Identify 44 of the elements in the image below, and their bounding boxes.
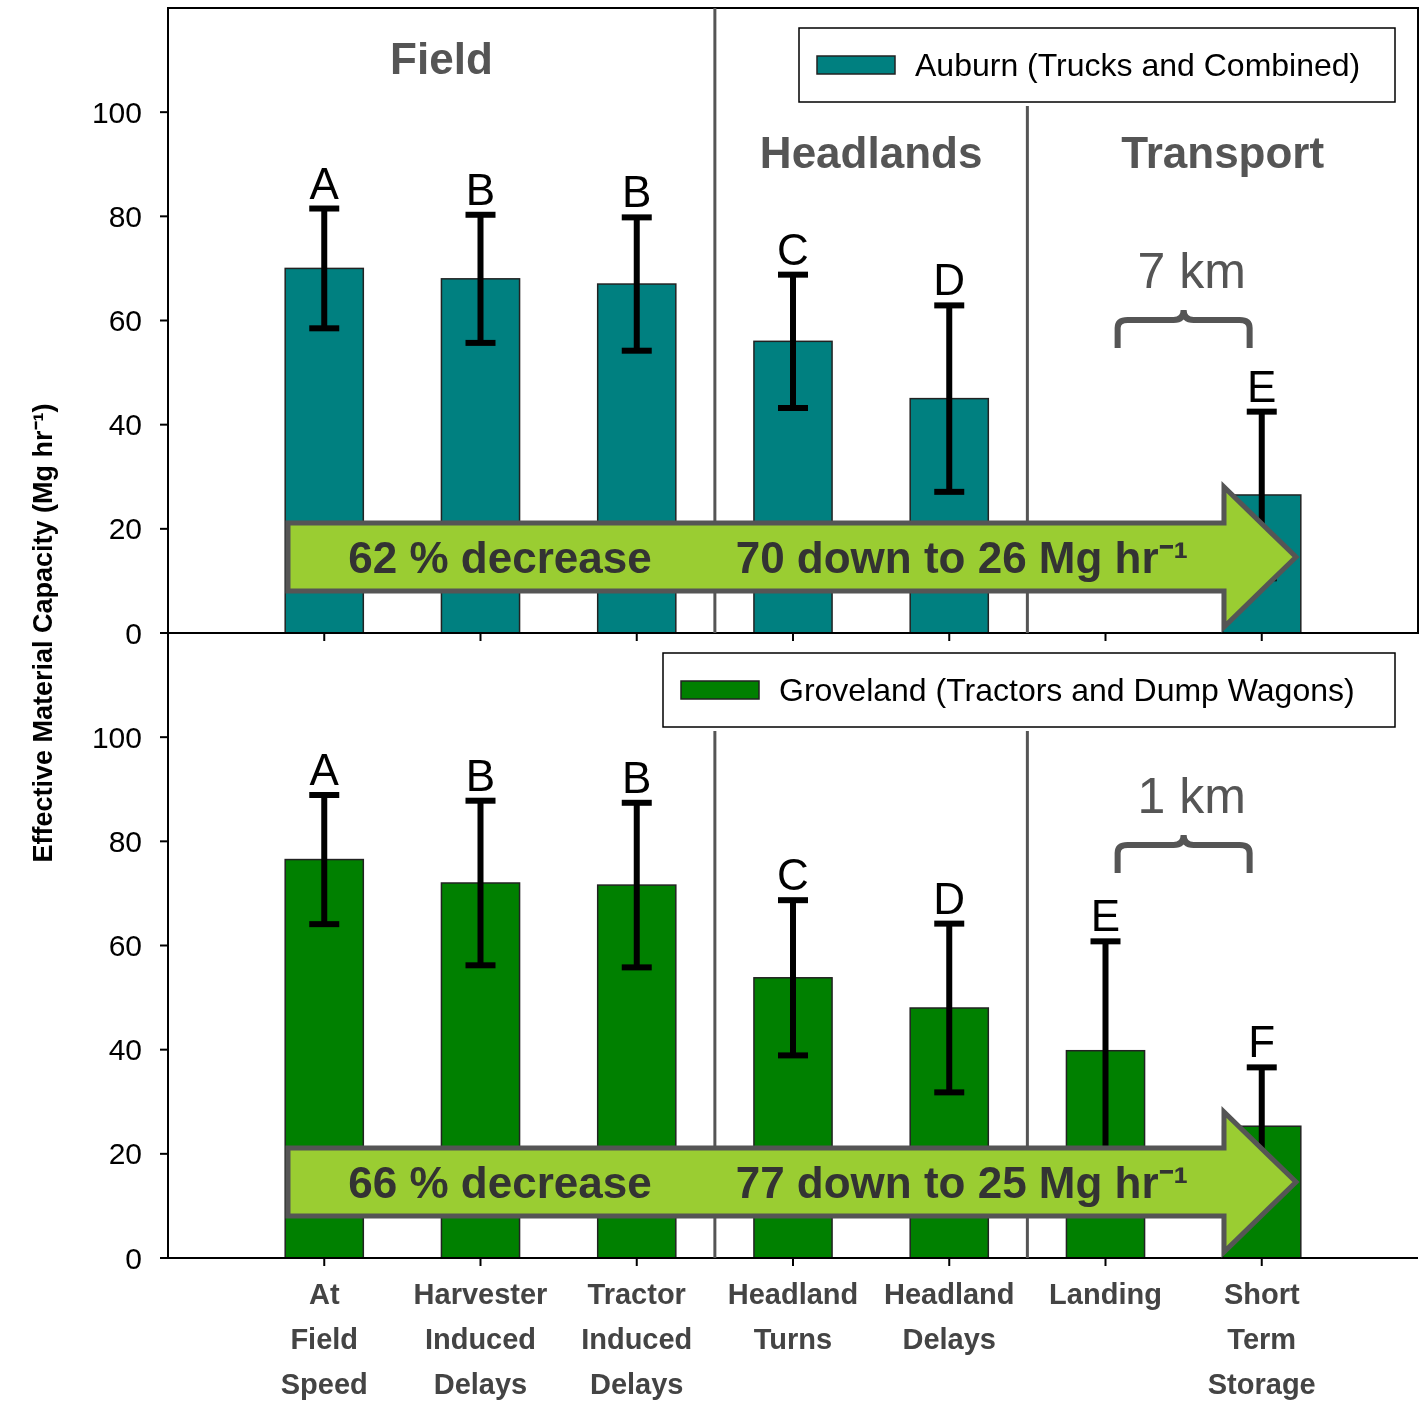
y-tick-label: 100	[91, 95, 142, 129]
annotation: E	[1090, 891, 1121, 941]
annotation: 7 km	[1137, 243, 1246, 299]
y-tick-label: 20	[108, 512, 142, 546]
annotation: C	[777, 850, 809, 900]
y-tick-label: 40	[108, 408, 142, 442]
y-tick-label: 60	[108, 304, 142, 337]
x-tick-label: Short Term Storage	[1207, 1278, 1316, 1400]
x-tick-label: Harvester Induced Delays	[413, 1278, 548, 1400]
annotation: 77 down to 25 Mg hr⁻¹	[735, 1158, 1189, 1207]
annotation: Transport	[1121, 128, 1325, 177]
legend-label: Auburn (Trucks and Combined)	[915, 47, 1361, 84]
annotation: D	[933, 255, 966, 305]
annotation: 70 down to 26 Mg hr⁻¹	[735, 533, 1189, 582]
y-tick-label: 80	[108, 824, 142, 858]
x-tick-label: Landing	[1049, 1278, 1162, 1310]
annotation: B	[465, 164, 496, 214]
y-tick-label: 100	[91, 720, 142, 754]
annotation: A	[309, 744, 340, 794]
annotation: D	[933, 873, 966, 923]
x-tick-label: Tractor Induced Delays	[581, 1278, 693, 1400]
annotation: A	[309, 158, 340, 208]
y-tick-label: 20	[108, 1137, 142, 1171]
y-tick-label: 0	[125, 1241, 142, 1275]
y-tick-label: 60	[108, 929, 142, 962]
annotation: F	[1248, 1017, 1276, 1067]
annotation: 62 % decrease	[348, 533, 652, 582]
annotation: C	[777, 224, 809, 274]
annotation: B	[622, 752, 652, 802]
y-tick-label: 0	[125, 616, 142, 650]
x-tick-label: Headland Delays	[883, 1278, 1015, 1355]
y-tick-label: 40	[108, 1033, 142, 1067]
annotation: 66 % decrease	[348, 1158, 652, 1207]
annotation: Headlands	[759, 128, 983, 177]
x-tick-label: Headland Turns	[727, 1278, 859, 1355]
annotation: 1 km	[1137, 768, 1246, 824]
annotation: B	[622, 167, 652, 217]
x-tick-label: At Field Speed	[280, 1278, 368, 1400]
annotation: B	[465, 750, 496, 800]
legend-label: Groveland (Tractors and Dump Wagons)	[779, 672, 1355, 709]
annotation: E	[1247, 361, 1277, 411]
y-tick-label: 80	[108, 199, 142, 233]
y-axis-title: Effective Material Capacity (Mg hr⁻¹)	[28, 403, 58, 863]
annotation: Field	[390, 34, 493, 83]
